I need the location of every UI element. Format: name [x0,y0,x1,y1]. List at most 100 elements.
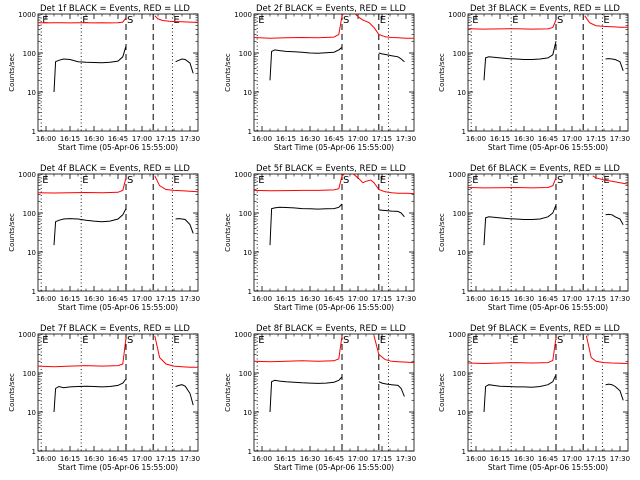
x-tick-label: 16:15 [490,295,510,303]
marker-label: E [173,175,179,186]
marker-label: E [603,335,609,346]
chart-title: Det 8f BLACK = Events, RED = LLD [256,324,406,334]
x-tick-label: 17:30 [180,135,200,143]
x-tick-label: 17:15 [372,135,392,143]
lld-series-line [585,335,628,364]
marker-label: E [512,15,518,26]
y-tick-label: 10 [457,249,466,257]
events-series-line [175,58,194,74]
y-tick-label: 1000 [234,11,252,19]
events-series-line [175,218,194,234]
events-series-line [53,45,127,93]
marker-label: E [82,15,88,26]
x-tick-label: 16:45 [538,455,558,463]
chart-title: Det 5f BLACK = Events, RED = LLD [256,164,406,174]
x-tick-label: 16:45 [324,295,344,303]
events-series-line [483,204,557,246]
x-axis-label: Start Time (05-Apr-06 15:55:00) [58,143,178,152]
lld-series-line [468,19,557,30]
x-tick-label: 16:30 [84,135,104,143]
lld-series-line [154,15,198,23]
marker-label: E [512,335,518,346]
x-tick-label: 16:00 [252,295,272,303]
marker-label: E [380,175,386,186]
x-tick-label: 16:30 [300,455,320,463]
chart-title: Det 4f BLACK = Events, RED = LLD [40,164,190,174]
plot-frame [253,173,415,292]
marker-label: E [258,175,264,186]
marker-label: E [173,15,179,26]
marker-label: E [472,175,478,186]
marker-label: E [82,335,88,346]
x-tick-label: 17:15 [586,295,606,303]
x-tick-label: 16:45 [324,455,344,463]
plot-frame [467,13,629,132]
y-tick-label: 1 [462,288,466,296]
events-series-line [483,41,557,81]
lld-series-line [373,335,414,364]
events-series-line [378,381,405,397]
x-tick-label: 17:15 [156,295,176,303]
y-tick-label: 1 [462,448,466,456]
series-group [254,14,414,81]
y-tick-label: 10 [27,409,36,417]
x-axis-label: Start Time (05-Apr-06 15:55:00) [488,463,608,472]
y-tick-label: 10 [243,89,252,97]
x-tick-label: 17:00 [562,135,582,143]
y-axis-label: Counts/sec [8,213,16,252]
chart-title: Det 9f BLACK = Events, RED = LLD [470,324,620,334]
marker-label: E [512,175,518,186]
y-tick-label: 100 [453,50,466,58]
events-series-line [269,203,343,246]
y-tick-label: 10 [457,409,466,417]
y-tick-label: 1 [462,128,466,136]
plot-frame [253,333,415,452]
y-tick-label: 1000 [18,331,36,339]
x-tick-label: 16:30 [84,455,104,463]
x-tick-label: 16:15 [276,135,296,143]
series-group [468,15,628,81]
y-tick-label: 1000 [234,331,252,339]
lld-series-line [154,335,198,368]
events-series-line [269,376,343,413]
x-axis-label: Start Time (05-Apr-06 15:55:00) [274,303,394,312]
marker-label: E [82,175,88,186]
x-tick-label: 16:45 [108,295,128,303]
series-group [38,15,198,93]
marker-label: E [380,15,386,26]
marker-label: E [472,335,478,346]
x-tick-label: 16:45 [108,135,128,143]
y-axis-label: Counts/sec [224,213,232,252]
x-tick-label: 17:15 [372,295,392,303]
x-tick-label: 16:15 [60,135,80,143]
x-tick-label: 17:15 [156,455,176,463]
marker-label: E [42,175,48,186]
x-axis-label: Start Time (05-Apr-06 15:55:00) [58,463,178,472]
marker-label: S [127,175,133,186]
marker-label: E [173,335,179,346]
y-tick-label: 100 [453,210,466,218]
chart-panel-1: Det 1f BLACK = Events, RED = LLD 1 10 100 10… [8,4,200,152]
x-tick-label: 17:30 [610,135,630,143]
marker-label: S [127,15,133,26]
x-tick-label: 16:15 [60,295,80,303]
chart-title: Det 3f BLACK = Events, RED = LLD [470,4,620,14]
x-tick-label: 17:30 [610,455,630,463]
x-axis-label: Start Time (05-Apr-06 15:55:00) [488,303,608,312]
lld-series-line [584,15,628,28]
x-tick-label: 17:00 [348,455,368,463]
series-group [38,335,198,413]
events-series-line [605,58,624,71]
chart-panel-2: Det 2f BLACK = Events, RED = LLD 1 10 100 10… [224,4,416,152]
y-tick-label: 1 [248,288,252,296]
y-tick-label: 100 [23,50,36,58]
x-tick-label: 17:00 [562,455,582,463]
plot-frame [37,333,199,452]
y-tick-label: 10 [243,249,252,257]
y-tick-label: 1 [248,448,252,456]
x-tick-label: 16:00 [252,455,272,463]
marker-label: E [42,335,48,346]
x-tick-label: 17:15 [586,135,606,143]
chart-panel-8: Det 8f BLACK = Events, RED = LLD 1 10 100 10… [224,324,416,472]
lld-series-line [254,174,414,195]
